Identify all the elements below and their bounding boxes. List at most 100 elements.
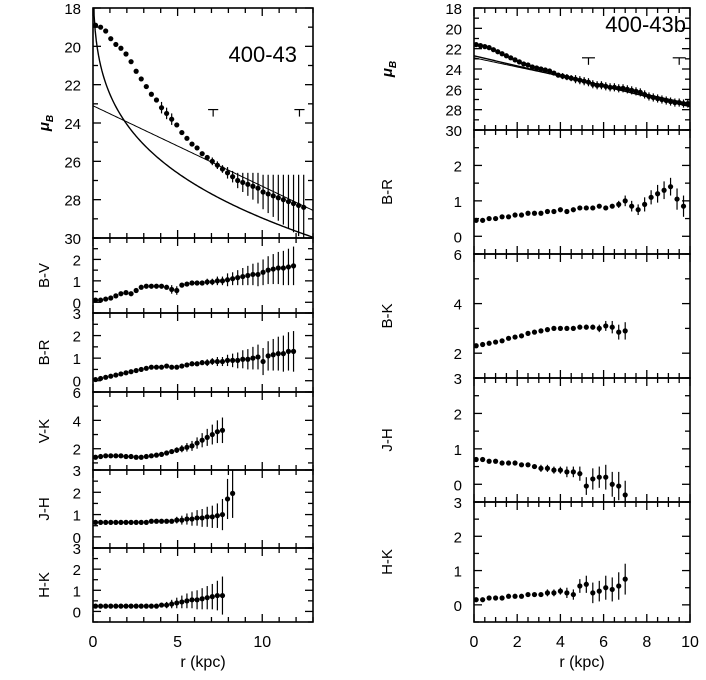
- data-point: [240, 179, 246, 186]
- data-point: [564, 208, 570, 215]
- data-point: [204, 434, 210, 440]
- data-point: [103, 28, 109, 34]
- data-point: [544, 327, 551, 333]
- data-point: [570, 325, 576, 331]
- data-point: [499, 214, 505, 220]
- data-point: [290, 263, 297, 269]
- data-point: [128, 453, 134, 460]
- data-point: [477, 43, 484, 49]
- y-tick-label: 0: [454, 229, 462, 246]
- data-point: [143, 83, 149, 90]
- data-point: [240, 273, 246, 280]
- data-point: [230, 490, 236, 496]
- data-point: [609, 481, 615, 487]
- y-tick-label: 1: [73, 583, 81, 600]
- data-point: [199, 437, 205, 443]
- panel-R-HK: 0 1 2 3 H-K: [379, 495, 691, 623]
- y-tick-label: 18: [445, 1, 462, 18]
- data-point: [108, 295, 114, 301]
- data-point: [153, 518, 160, 524]
- data-point: [164, 602, 170, 608]
- y-tick-label: 0: [454, 477, 462, 494]
- data-point: [551, 590, 557, 596]
- y-tick-label: 26: [445, 82, 462, 99]
- panel-plot-area: [474, 456, 628, 502]
- x-tick-label: 8: [642, 634, 651, 651]
- data-point: [184, 135, 190, 141]
- data-point: [577, 471, 583, 477]
- data-point: [474, 343, 479, 349]
- panel-plot-area: [93, 576, 226, 615]
- data-point: [512, 593, 518, 599]
- panel-R-JH: 0 1 2 3 J-H: [379, 371, 691, 503]
- data-point: [214, 429, 220, 435]
- data-point: [123, 603, 129, 609]
- data-point: [503, 53, 509, 59]
- data-point: [148, 91, 154, 97]
- data-point: [577, 205, 583, 211]
- data-point: [224, 277, 231, 283]
- data-point: [512, 212, 518, 218]
- y-tick-label: 4: [454, 297, 462, 314]
- data-point: [538, 210, 544, 216]
- data-point: [103, 374, 109, 380]
- data-point: [235, 275, 241, 281]
- y-tick-label: 1: [73, 508, 81, 525]
- y-tick-label: 1: [454, 194, 462, 211]
- panel-plot-area: [474, 563, 628, 604]
- panel-plot-area: [474, 42, 690, 108]
- data-point: [255, 185, 261, 191]
- data-point: [270, 352, 276, 358]
- data-point: [98, 519, 104, 525]
- data-point: [570, 469, 576, 475]
- panel-plot-area: [93, 8, 313, 238]
- x-tick-label: 0: [470, 634, 479, 651]
- data-point: [148, 364, 154, 370]
- data-point: [189, 280, 195, 286]
- y-tick-label: 3: [454, 495, 462, 512]
- data-point: [609, 586, 615, 593]
- data-point: [505, 593, 512, 599]
- data-point: [93, 519, 99, 525]
- panel-plot-area: [93, 246, 297, 303]
- data-point: [153, 283, 160, 289]
- data-point: [118, 371, 124, 377]
- y-tick-label: 2: [73, 252, 81, 269]
- data-point: [128, 369, 134, 375]
- y-tick-label: 6: [73, 385, 81, 402]
- data-point: [138, 366, 144, 373]
- data-point: [525, 591, 531, 598]
- data-point: [230, 174, 236, 180]
- data-point: [551, 325, 557, 331]
- data-point: [544, 208, 551, 215]
- data-point: [148, 603, 154, 609]
- data-point: [521, 61, 527, 67]
- data-point: [113, 41, 119, 48]
- data-point: [633, 88, 639, 94]
- data-point: [245, 181, 251, 187]
- data-point: [516, 59, 522, 65]
- data-point: [164, 450, 170, 456]
- data-point: [199, 360, 205, 366]
- data-point: [680, 203, 687, 209]
- fit-line: [93, 8, 313, 238]
- data-point: [219, 427, 226, 433]
- data-point: [128, 291, 134, 297]
- data-point: [642, 91, 648, 98]
- data-point: [219, 511, 226, 518]
- data-point: [113, 453, 119, 459]
- panel-L-BR: 0 1 2 3 B-R: [36, 306, 314, 393]
- data-point: [655, 191, 661, 197]
- data-point: [179, 282, 185, 288]
- data-point: [557, 325, 564, 331]
- data-point: [538, 66, 544, 72]
- y-tick-label: 20: [445, 21, 462, 38]
- y-tick-label: 0: [73, 374, 81, 391]
- data-point: [260, 358, 266, 365]
- panel-plot-area: [474, 177, 687, 223]
- data-point: [148, 283, 154, 289]
- data-point: [103, 603, 109, 609]
- data-point: [214, 278, 220, 284]
- data-point: [98, 375, 104, 382]
